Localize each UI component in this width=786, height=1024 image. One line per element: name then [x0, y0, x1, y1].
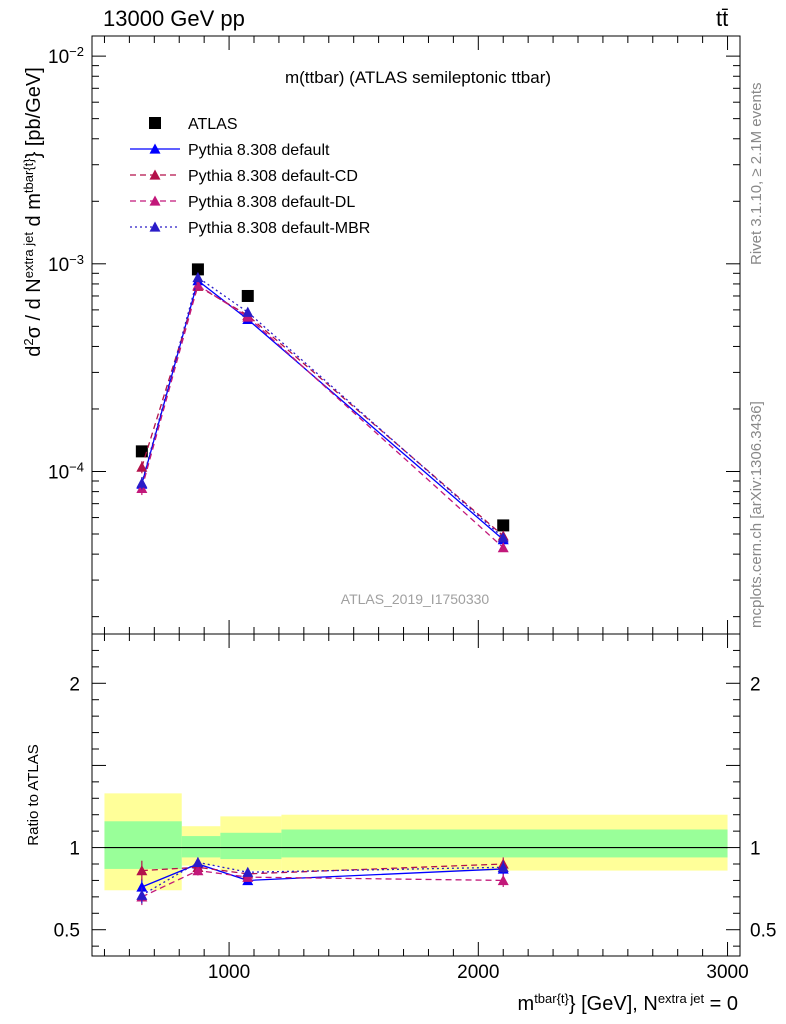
energy-label: 13000 GeV pp	[103, 6, 245, 31]
ratio-y-tick-label: 0.5	[54, 921, 80, 942]
legend-marker-mbr	[149, 221, 161, 232]
ratio-line-mbr	[141, 861, 504, 896]
y-tick-label: 10−3	[48, 251, 84, 276]
y-tick-label: 10−4	[48, 459, 84, 484]
main-ylabel: d2σ / d Nextra jet d mtbar{t}} [pb/GeV]	[21, 67, 46, 357]
uncertainty-band-inner	[104, 821, 182, 869]
ratio-y-tick-label: 1	[69, 839, 80, 860]
legend-label-default: Pythia 8.308 default	[188, 142, 330, 159]
analysis-label: ATLAS_2019_I1750330	[341, 591, 490, 607]
ratio-point-cd	[136, 865, 148, 876]
legend-label-dl: Pythia 8.308 default-DL	[188, 194, 355, 211]
ratio-point-mbr	[136, 889, 148, 900]
main-panel: 10−4 10−3 10−2 m(ttbar) (ATLAS semileptoni…	[21, 35, 741, 635]
uncertainty-band-inner	[281, 829, 728, 858]
ratio-panel: 0.5 0.5 1 1 2 2 1000 2000 3000 Ratio to ATLAS mt…	[25, 633, 776, 1016]
data-point-atlas	[191, 263, 204, 276]
data-point-mbr	[497, 532, 509, 543]
legend-label-mbr: Pythia 8.308 default-MBR	[188, 220, 370, 237]
ratio-frame	[91, 633, 741, 957]
process-label: tt̄	[716, 6, 728, 31]
uncertainty-band-inner	[181, 836, 221, 858]
ratio-y-tick-label-right: 2	[750, 674, 761, 695]
series-line-mbr	[141, 276, 504, 539]
legend-marker-atlas	[149, 117, 161, 129]
ratio-point-default	[136, 881, 148, 892]
y-tick-label: 10−2	[48, 44, 84, 69]
data-point-cd	[136, 461, 148, 472]
series-line-default	[141, 279, 504, 541]
mcplots-label: mcplots.cern.ch [arXiv:1306.3436]	[748, 401, 765, 628]
x-tick-label: 2000	[457, 962, 499, 983]
data-point-atlas	[135, 445, 148, 458]
data-point-dl	[497, 542, 509, 553]
legend-label-cd: Pythia 8.308 default-CD	[188, 168, 358, 185]
legend: ATLAS Pythia 8.308 default Pythia 8.308 de…	[130, 116, 370, 237]
ratio-point-mbr	[192, 856, 204, 868]
data-point-mbr	[192, 271, 204, 283]
data-point-mbr	[136, 477, 148, 488]
rivet-label: Rivet 3.1.10, ≥ 2.1M events	[748, 83, 765, 266]
data-point-mbr	[242, 306, 254, 317]
data-point-atlas	[241, 289, 254, 302]
main-title: m(ttbar) (ATLAS semileptonic ttbar)	[285, 68, 551, 87]
legend-marker-dl	[149, 195, 161, 206]
x-tick-label: 1000	[208, 962, 250, 983]
ratio-y-tick-label-right: 1	[750, 839, 761, 860]
ratio-y-tick-label-right: 0.5	[750, 921, 776, 942]
ratio-point-dl	[497, 874, 509, 886]
x-tick-label: 3000	[706, 962, 748, 983]
ratio-line-dl	[141, 869, 504, 898]
ratio-point-dl	[192, 865, 204, 876]
ratio-point-mbr	[497, 861, 509, 872]
ratio-ylabel: Ratio to ATLAS	[25, 744, 42, 845]
x-axis-label: mtbar{t}} [GeV], Nextra jet = 0	[518, 991, 738, 1016]
data-point-atlas	[497, 519, 510, 532]
legend-marker-cd	[149, 169, 161, 180]
data-point-dl	[192, 279, 204, 290]
series-line-cd	[141, 285, 504, 537]
ratio-y-tick-label: 2	[69, 674, 80, 695]
series-line-dl	[141, 284, 504, 549]
uncertainty-band-inner	[220, 832, 282, 860]
ratio-line-default	[141, 863, 504, 888]
ratio-line-cd	[141, 863, 504, 875]
legend-marker-default	[149, 143, 161, 154]
ratio-point-mbr	[242, 866, 254, 877]
legend-label-data: ATLAS	[188, 116, 238, 133]
